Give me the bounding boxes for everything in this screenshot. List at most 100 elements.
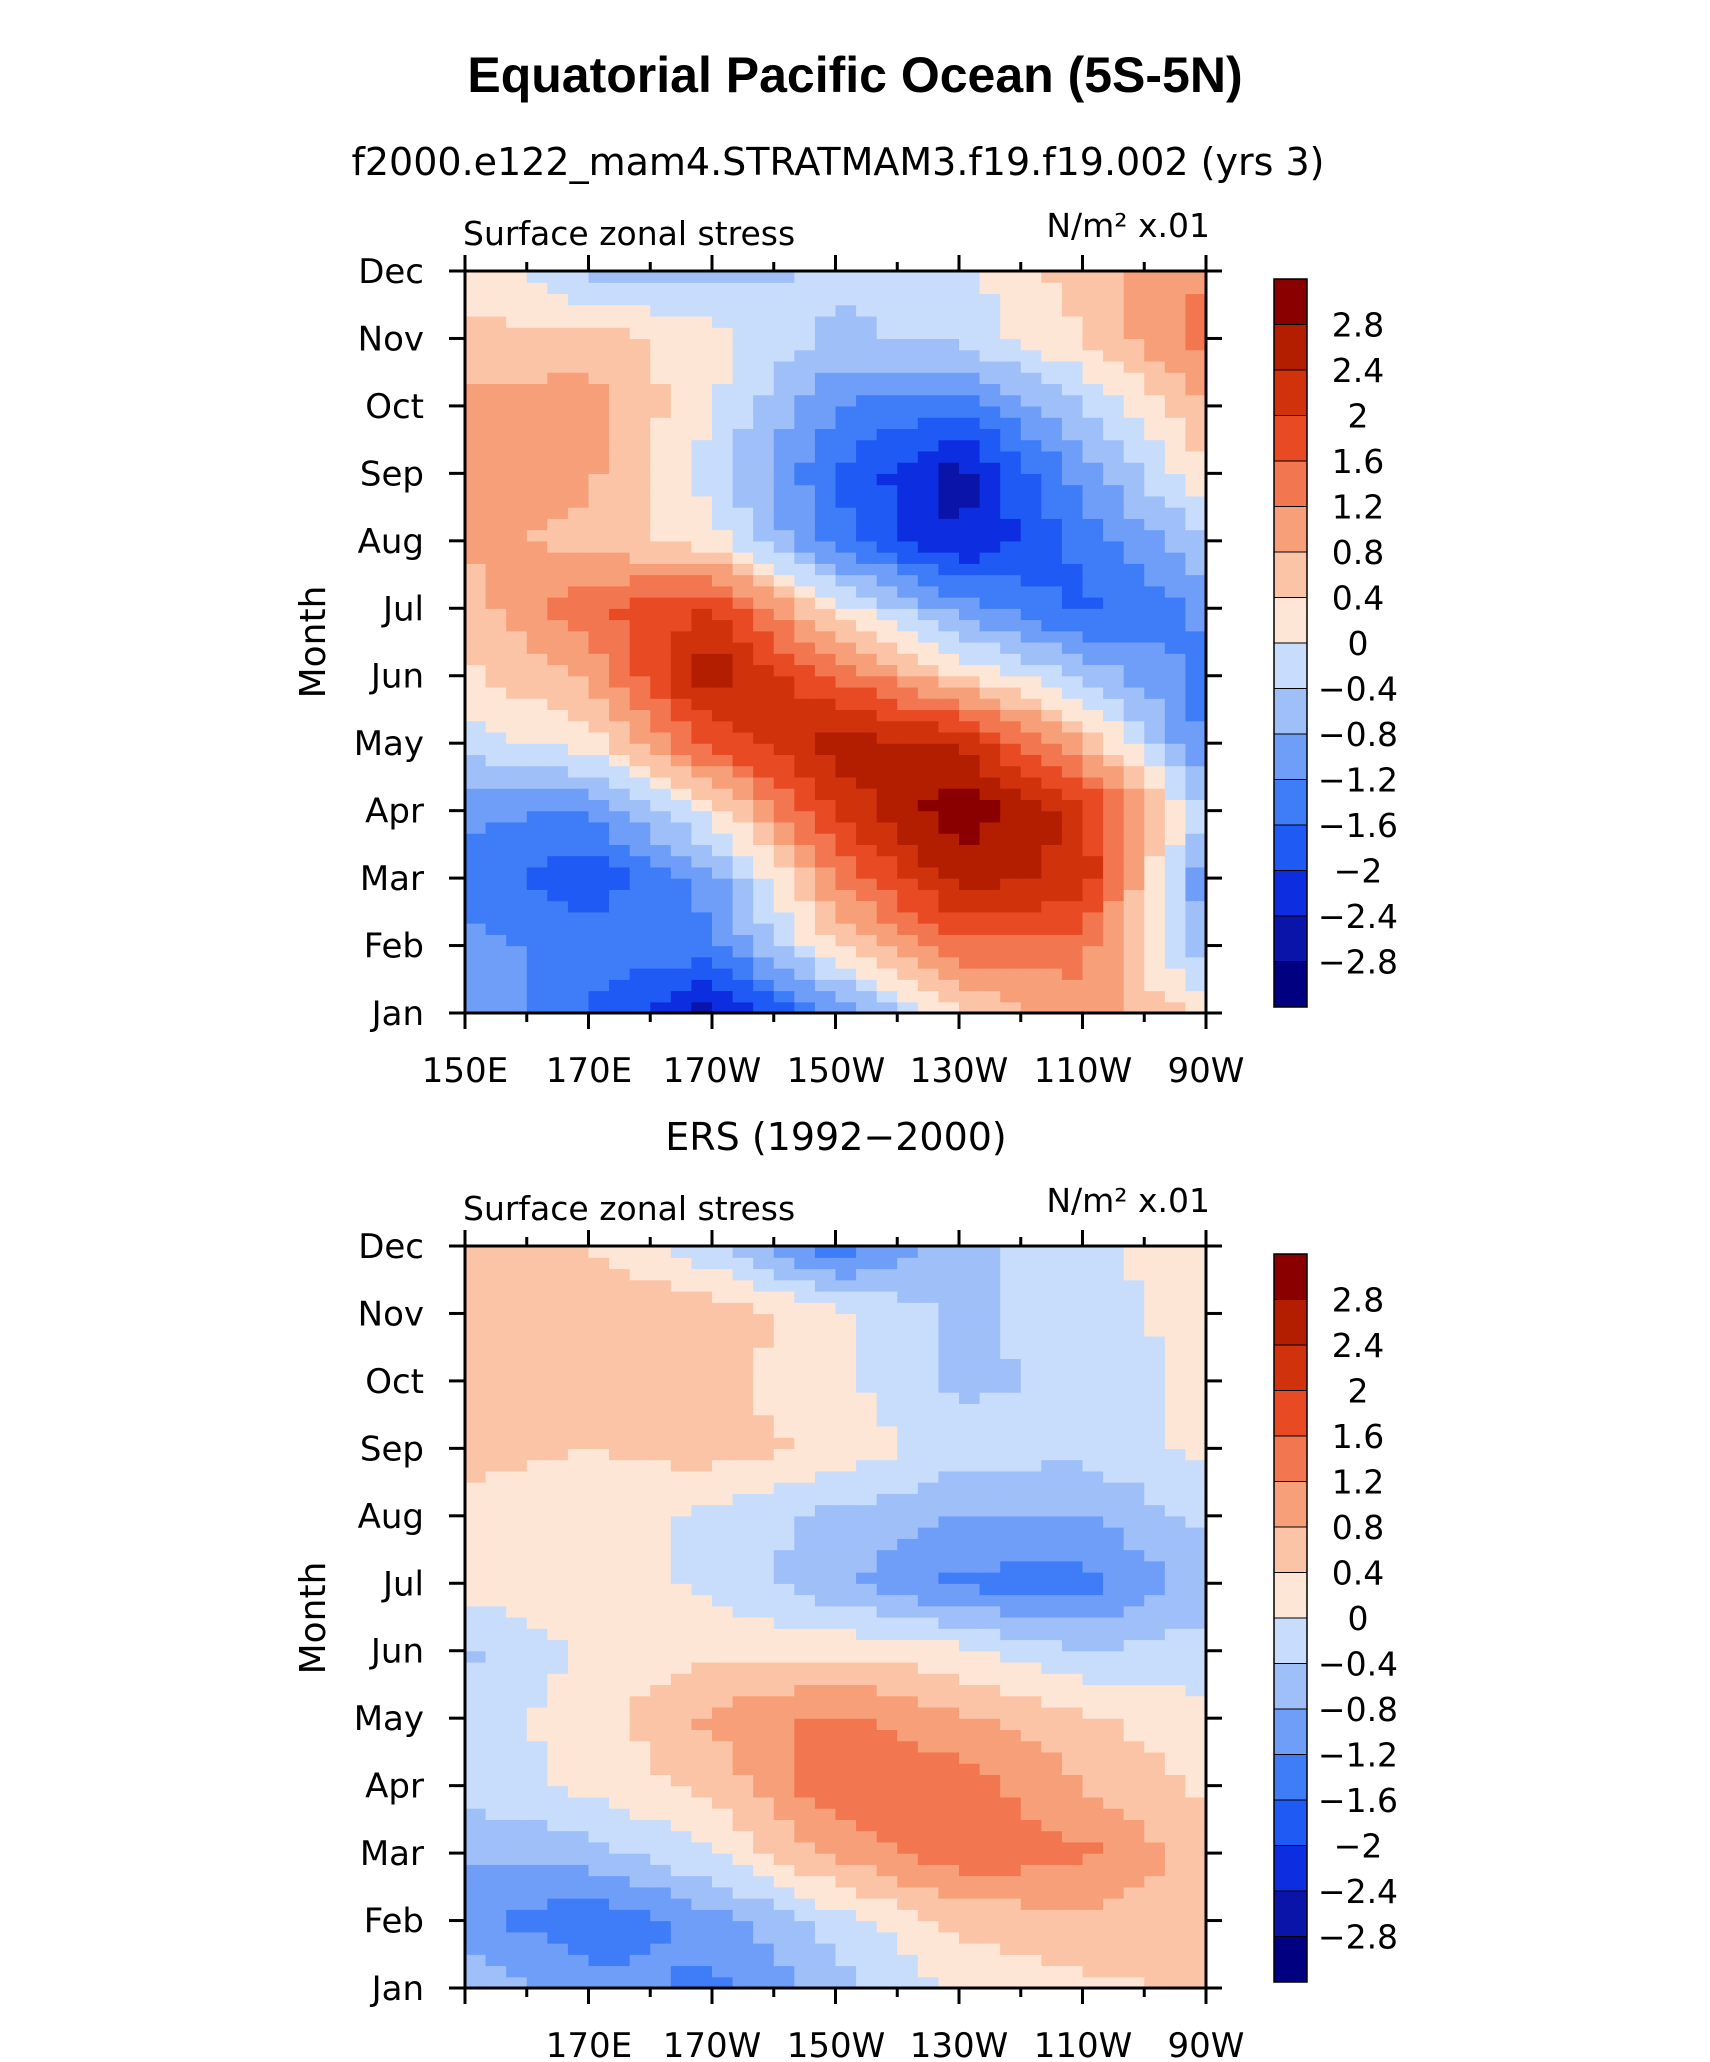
heatmap-cell <box>753 394 775 407</box>
heatmap-cell <box>959 686 981 699</box>
heatmap-cell <box>670 428 693 441</box>
heatmap-cell <box>1061 630 1084 643</box>
heatmap-cell <box>1000 608 1022 621</box>
heatmap-cell <box>732 821 754 834</box>
heatmap-cell <box>567 1302 590 1315</box>
heatmap-cell <box>959 450 981 463</box>
heatmap-cell <box>588 1324 610 1337</box>
heatmap-cell <box>1103 439 1125 452</box>
heatmap-cell <box>650 1774 672 1787</box>
heatmap-cell <box>650 563 672 576</box>
heatmap-cell <box>1185 360 1207 373</box>
heatmap-cell <box>629 1886 651 1899</box>
heatmap-cell <box>1103 1268 1125 1281</box>
heatmap-cell <box>876 1246 898 1258</box>
heatmap-cell <box>629 1706 651 1719</box>
heatmap-cell <box>1123 1257 1145 1270</box>
heatmap-cell <box>670 1470 693 1483</box>
heatmap-cell <box>959 810 981 823</box>
heatmap-cell <box>1123 990 1145 1003</box>
heatmap-cell <box>1144 417 1166 429</box>
heatmap-cell <box>526 338 548 351</box>
heatmap-cell <box>670 1695 693 1708</box>
heatmap-cell <box>670 1268 693 1281</box>
heatmap-cell <box>959 271 981 283</box>
panel-1-xtick-170w: 170W <box>663 1051 762 1091</box>
heatmap-cell <box>856 484 878 497</box>
heatmap-cell <box>506 1864 528 1877</box>
heatmap-cell <box>1144 1493 1166 1506</box>
heatmap-cell <box>526 417 548 429</box>
heatmap-cell <box>526 731 548 744</box>
heatmap-cell <box>691 833 713 845</box>
colorbar-tick-label: −0.8 <box>1318 715 1398 754</box>
heatmap-cell <box>959 1954 981 1967</box>
heatmap-cell <box>753 1718 775 1731</box>
heatmap-cell <box>959 1437 981 1449</box>
heatmap-cell <box>732 1763 754 1775</box>
heatmap-cell <box>773 968 795 980</box>
heatmap-cell <box>814 507 837 519</box>
heatmap-cell <box>1020 484 1042 497</box>
heatmap-cell <box>485 450 507 463</box>
heatmap-cell <box>794 1650 816 1663</box>
heatmap-cell <box>547 450 569 463</box>
heatmap-cell <box>897 552 919 564</box>
heatmap-cell <box>567 709 590 722</box>
heatmap-cell <box>773 529 795 542</box>
month-tick-label: Feb <box>364 1902 424 1942</box>
heatmap-cell <box>732 1706 754 1719</box>
heatmap-cell <box>1123 383 1145 396</box>
heatmap-cell <box>794 1313 816 1326</box>
heatmap-cell <box>1041 911 1063 924</box>
heatmap-cell <box>609 608 631 621</box>
heatmap-cell <box>547 1302 569 1315</box>
heatmap-cell <box>917 956 940 969</box>
heatmap-cell <box>526 619 548 632</box>
heatmap-cell <box>485 608 507 621</box>
heatmap-cell <box>609 563 631 576</box>
heatmap-cell <box>1020 304 1042 317</box>
heatmap-cell <box>794 552 816 564</box>
heatmap-cell <box>1144 1324 1166 1337</box>
heatmap-cell <box>773 372 795 385</box>
heatmap-cell <box>712 1437 734 1449</box>
heatmap-cell <box>1123 720 1145 733</box>
heatmap-cell <box>567 1740 590 1753</box>
heatmap-cell <box>506 1268 528 1281</box>
heatmap-cell <box>897 1751 919 1764</box>
heatmap-cell <box>979 788 1001 800</box>
heatmap-cell <box>959 1515 981 1528</box>
heatmap-cell <box>1144 844 1166 857</box>
heatmap-cell <box>732 540 754 553</box>
heatmap-cell <box>609 923 631 935</box>
heatmap-cell <box>506 563 528 576</box>
heatmap-cell <box>1020 293 1042 306</box>
heatmap-cell <box>1185 1965 1207 1978</box>
heatmap-cell <box>670 1639 693 1652</box>
heatmap-cell <box>506 1706 528 1719</box>
heatmap-cell <box>1082 484 1104 497</box>
heatmap-cell <box>1164 1493 1187 1506</box>
heatmap-cell <box>1061 529 1084 542</box>
heatmap-cell <box>1185 484 1207 497</box>
heatmap-cell <box>979 1560 1001 1573</box>
heatmap-cell <box>835 1853 857 1865</box>
heatmap-cell <box>794 473 816 486</box>
heatmap-cell <box>650 821 672 834</box>
heatmap-cell <box>1164 327 1187 340</box>
heatmap-cell <box>1123 979 1145 992</box>
heatmap-cell <box>856 833 878 845</box>
heatmap-cell <box>897 1549 919 1562</box>
heatmap-cell <box>856 1808 878 1820</box>
heatmap-cell <box>465 1763 487 1775</box>
heatmap-cell <box>1103 282 1125 295</box>
heatmap-cell <box>917 934 940 947</box>
heatmap-cell <box>856 956 878 969</box>
heatmap-cell <box>1185 529 1207 542</box>
heatmap-cell <box>959 821 981 834</box>
heatmap-cell <box>773 293 795 306</box>
heatmap-cell <box>753 709 775 722</box>
heatmap-cell <box>588 1763 610 1775</box>
heatmap-cell <box>1164 473 1187 486</box>
